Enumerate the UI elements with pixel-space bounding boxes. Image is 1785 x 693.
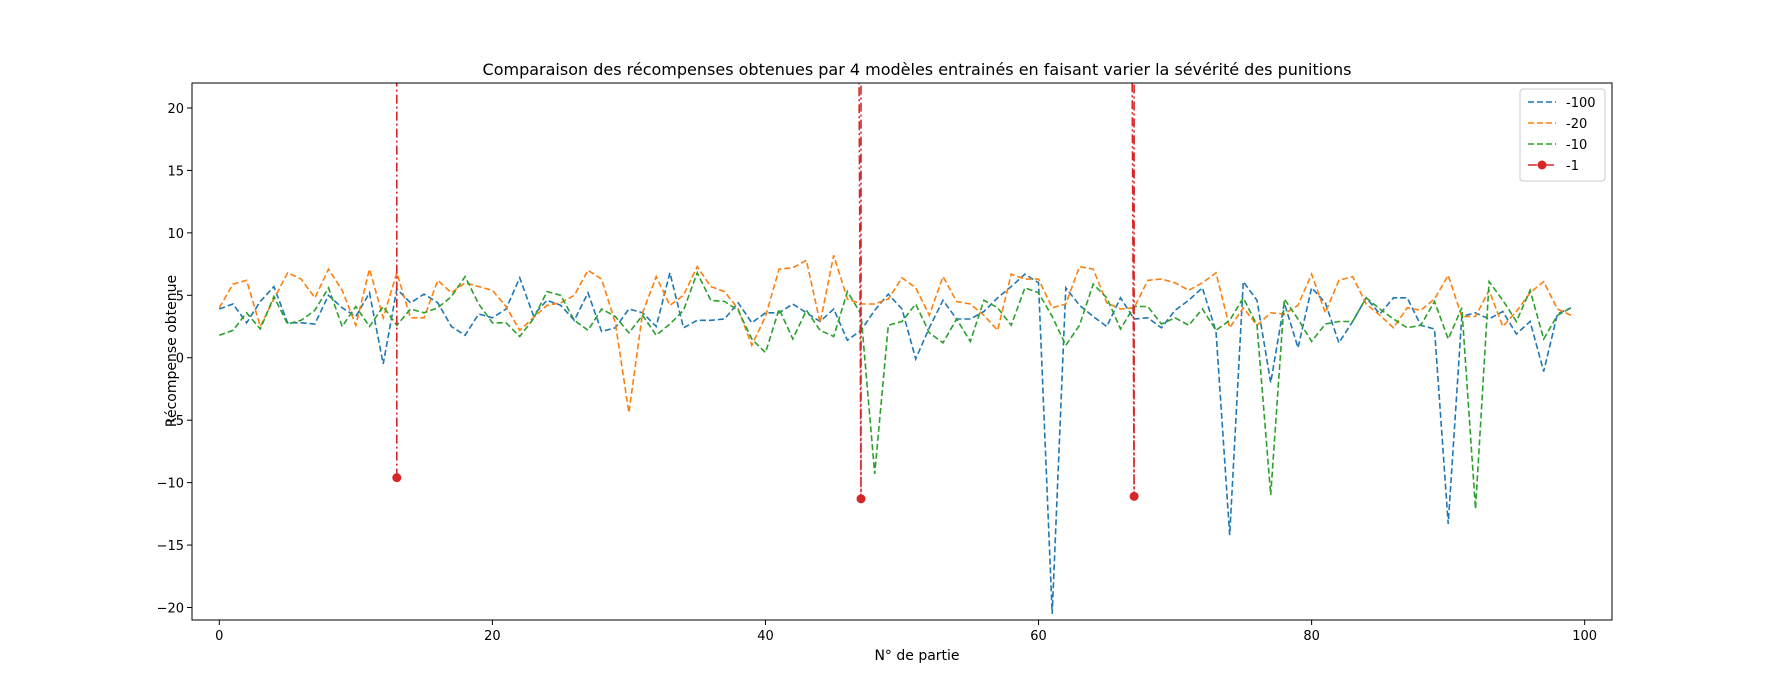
series-marker-3-0	[392, 473, 402, 483]
x-axis-label: N° de partie	[874, 648, 959, 664]
plot-area	[191, 82, 1613, 621]
series-group	[218, 83, 1572, 614]
x-tick-label-4: 80	[1303, 629, 1320, 644]
y-tick-label-0: −20	[157, 602, 184, 617]
y-tick-label-3: −5	[165, 414, 184, 429]
chart-title: Comparaison des récompenses obtenues par…	[483, 60, 1352, 79]
series-line-2	[219, 270, 1572, 509]
y-tick-label-2: −10	[157, 477, 184, 492]
y-tick-label-1: −15	[157, 539, 184, 554]
series-line-1	[218, 255, 1572, 413]
series-marker-3-1	[856, 494, 866, 504]
x-tick-label-1: 20	[484, 629, 501, 644]
y-tick-label-7: 15	[167, 164, 184, 179]
y-tick-label-5: 5	[176, 289, 184, 304]
x-tick-label-3: 60	[1030, 629, 1047, 644]
legend-label-2: -10	[1566, 138, 1587, 153]
x-tick-label-2: 40	[757, 629, 774, 644]
plot-frame	[191, 82, 1613, 621]
x-tick-label-0: 0	[215, 629, 223, 644]
y-tick-label-6: 10	[167, 227, 184, 242]
legend-label-0: -100	[1566, 96, 1596, 111]
y-tick-label-4: 0	[176, 352, 184, 367]
legend: -100 -20 -10 -1	[1519, 88, 1606, 182]
y-axis: −20 −15 −10 −5 0 5 10 15 20	[157, 102, 192, 617]
y-tick-label-8: 20	[167, 102, 184, 117]
legend-label-1: -20	[1566, 117, 1587, 132]
series-line-3	[396, 83, 1135, 499]
x-tick-label-5: 100	[1572, 629, 1597, 644]
legend-marker-3	[1537, 160, 1547, 170]
series-marker-3-2	[1129, 491, 1139, 501]
legend-label-3: -1	[1566, 159, 1579, 174]
legend-box	[1519, 88, 1606, 182]
x-axis: 0 20 40 60 80 100	[215, 620, 1597, 644]
series-line-0	[219, 272, 1572, 614]
y-axis-label: Récompense obtenue	[164, 275, 180, 427]
